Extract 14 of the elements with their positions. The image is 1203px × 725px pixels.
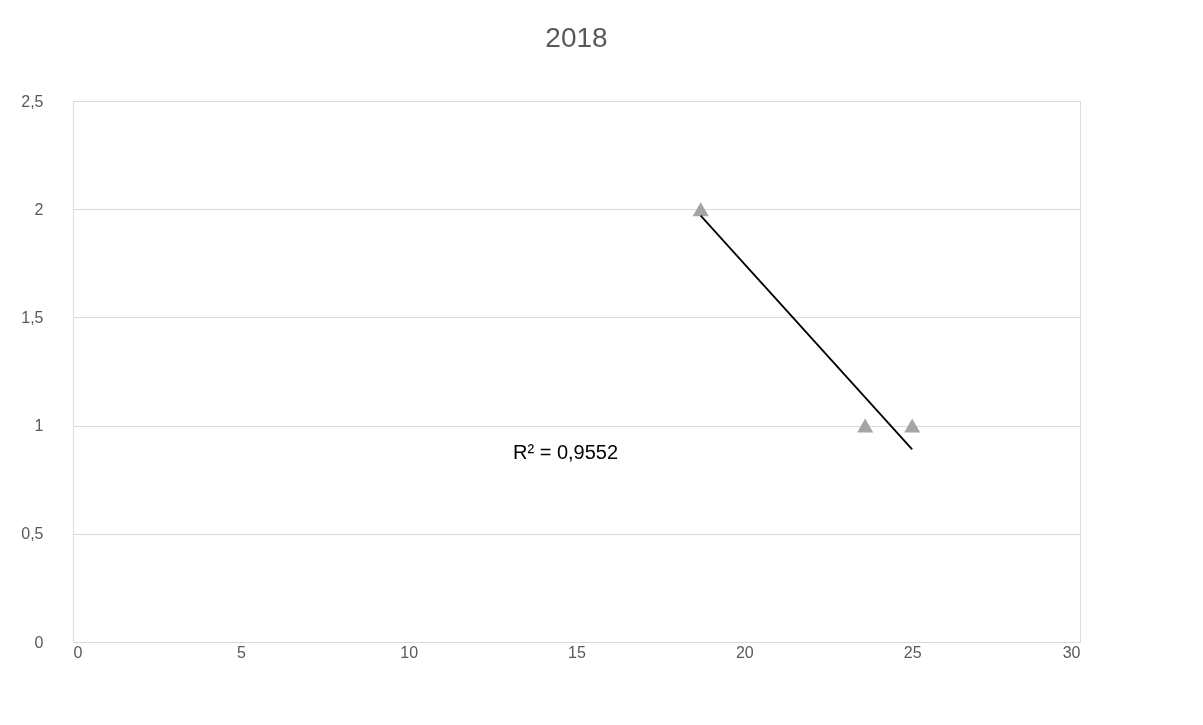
annotation: R² = 0,9552 [513,441,619,463]
y-tick-label: 1,5 [21,308,44,326]
chart-title: 2018 [545,22,608,53]
y-tick-label: 2,5 [21,92,44,110]
x-tick-label: 15 [568,643,586,661]
x-tick-label: 5 [236,643,246,661]
y-tick-label: 1 [34,417,44,435]
y-tick-label: 2 [34,200,44,218]
x-tick-label: 0 [73,643,83,661]
y-tick-label: 0,5 [21,525,44,543]
x-tick-label: 25 [903,643,922,661]
x-tick-label: 20 [735,643,754,661]
x-tick-label: 30 [1062,643,1081,661]
x-tick-label: 10 [400,643,419,661]
